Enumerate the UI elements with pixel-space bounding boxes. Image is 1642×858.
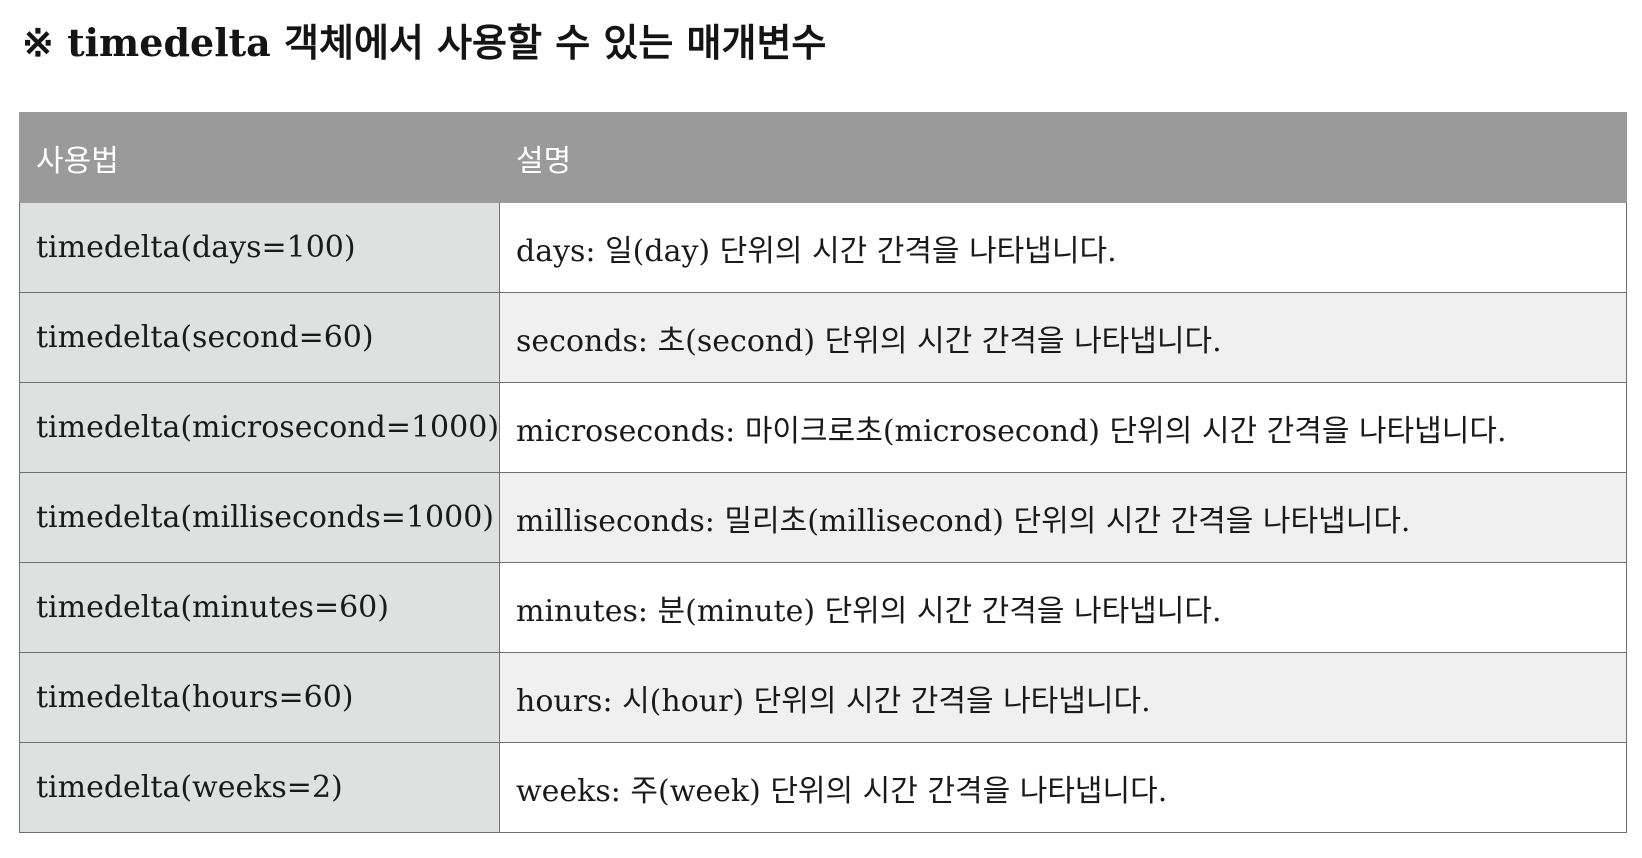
table-row: timedelta(weeks=2) weeks: 주(week) 단위의 시간… (19, 742, 1627, 833)
timedelta-params-table: 사용법 설명 timedelta(days=100) days: 일(day) … (19, 112, 1627, 833)
description-cell: seconds: 초(second) 단위의 시간 간격을 나타냅니다. (499, 292, 1627, 383)
table-row: timedelta(microsecond=1000) microseconds… (19, 382, 1627, 473)
usage-cell: timedelta(milliseconds=1000) (19, 472, 500, 563)
usage-cell: timedelta(weeks=2) (19, 742, 500, 833)
table-row: timedelta(days=100) days: 일(day) 단위의 시간 … (19, 202, 1627, 293)
page-title: ※ timedelta 객체에서 사용할 수 있는 매개변수 (22, 20, 827, 65)
usage-cell: timedelta(hours=60) (19, 652, 500, 743)
table-row: timedelta(milliseconds=1000) millisecond… (19, 472, 1627, 563)
description-cell: weeks: 주(week) 단위의 시간 간격을 나타냅니다. (499, 742, 1627, 833)
description-cell: minutes: 분(minute) 단위의 시간 간격을 나타냅니다. (499, 562, 1627, 653)
description-cell: days: 일(day) 단위의 시간 간격을 나타냅니다. (499, 202, 1627, 293)
description-cell: microseconds: 마이크로초(microsecond) 단위의 시간 … (499, 382, 1627, 473)
header-usage: 사용법 (19, 112, 500, 203)
table-header-row: 사용법 설명 (19, 112, 1627, 203)
header-description: 설명 (499, 112, 1627, 203)
description-cell: hours: 시(hour) 단위의 시간 간격을 나타냅니다. (499, 652, 1627, 743)
usage-cell: timedelta(microsecond=1000) (19, 382, 500, 473)
description-cell: milliseconds: 밀리초(millisecond) 단위의 시간 간격… (499, 472, 1627, 563)
table-row: timedelta(minutes=60) minutes: 분(minute)… (19, 562, 1627, 653)
usage-cell: timedelta(days=100) (19, 202, 500, 293)
usage-cell: timedelta(second=60) (19, 292, 500, 383)
table-row: timedelta(hours=60) hours: 시(hour) 단위의 시… (19, 652, 1627, 743)
table-row: timedelta(second=60) seconds: 초(second) … (19, 292, 1627, 383)
usage-cell: timedelta(minutes=60) (19, 562, 500, 653)
